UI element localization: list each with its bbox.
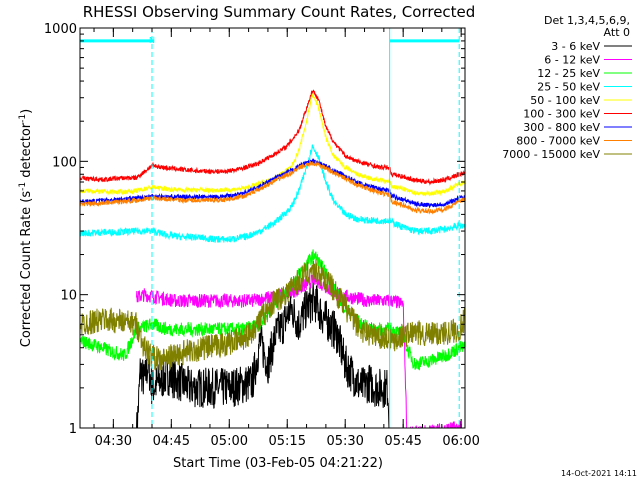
y-axis-label: Corrected Count Rate (s-1 detector-1) [18,109,34,347]
y-axis-label-part-0: Corrected Count Rate (s [19,191,34,348]
legend-label-5: 100 - 300 keV [523,108,600,121]
y-axis-label-part-4: ) [19,109,34,114]
y-tick-label-2: 100 [52,155,77,170]
series-line-0 [136,282,390,428]
footer-timestamp: 14-Oct-2021 14:11 [561,469,637,478]
y-axis-label-text: Corrected Count Rate (s-1 detector-1) [18,109,34,347]
x-tick-label-2: 05:00 [211,434,248,449]
series-line-8 [80,259,465,371]
legend-label-2: 12 - 25 keV [537,67,600,80]
legend-label-0: 3 - 6 keV [551,40,600,53]
y-axis-label-part-1: -1 [18,182,28,191]
y-axis-label-part-3: -1 [18,114,28,123]
y-tick-label-0: 1 [69,422,77,437]
x-axis-label: Start Time (03-Feb-05 04:21:22) [173,456,383,471]
series-line-3 [80,144,465,243]
y-tick-label-1: 10 [60,289,77,304]
x-tick-label-3: 05:15 [269,434,306,449]
x-tick-label-0: 04:30 [95,434,132,449]
x-tick-label-5: 05:45 [384,434,421,449]
axes: 1 10 100 1000 04:30 04:45 05:00 05:15 05:30 05:45… [44,22,480,449]
x-tick-label-1: 04:45 [153,434,190,449]
chart-title: RHESSI Observing Summary Count Rates, Co… [83,3,476,21]
series-line-5 [80,89,465,186]
legend-label-3: 25 - 50 keV [537,81,600,94]
series-line-7 [80,160,465,215]
x-tick-label-6: 06:00 [442,434,479,449]
legend-label-4: 50 - 100 keV [530,94,600,107]
x-tick-label-4: 05:30 [326,434,363,449]
plot-clip-group [80,89,465,428]
axes-frame [79,27,466,429]
legend-label-6: 300 - 800 keV [523,121,600,134]
legend-header-1: Att 0 [604,26,630,39]
legend-label-1: 6 - 12 keV [544,54,600,67]
legend-label-8: 7000 - 15000 keV [502,148,600,161]
y-axis-label-part-2: detector [19,122,34,182]
legend-header-0: Det 1,3,4,5,6,9, [544,14,630,27]
y-tick-label-3: 1000 [44,22,77,37]
legend-label-7: 800 - 7000 keV [516,135,600,148]
status-bar-label-1: N [149,36,155,45]
